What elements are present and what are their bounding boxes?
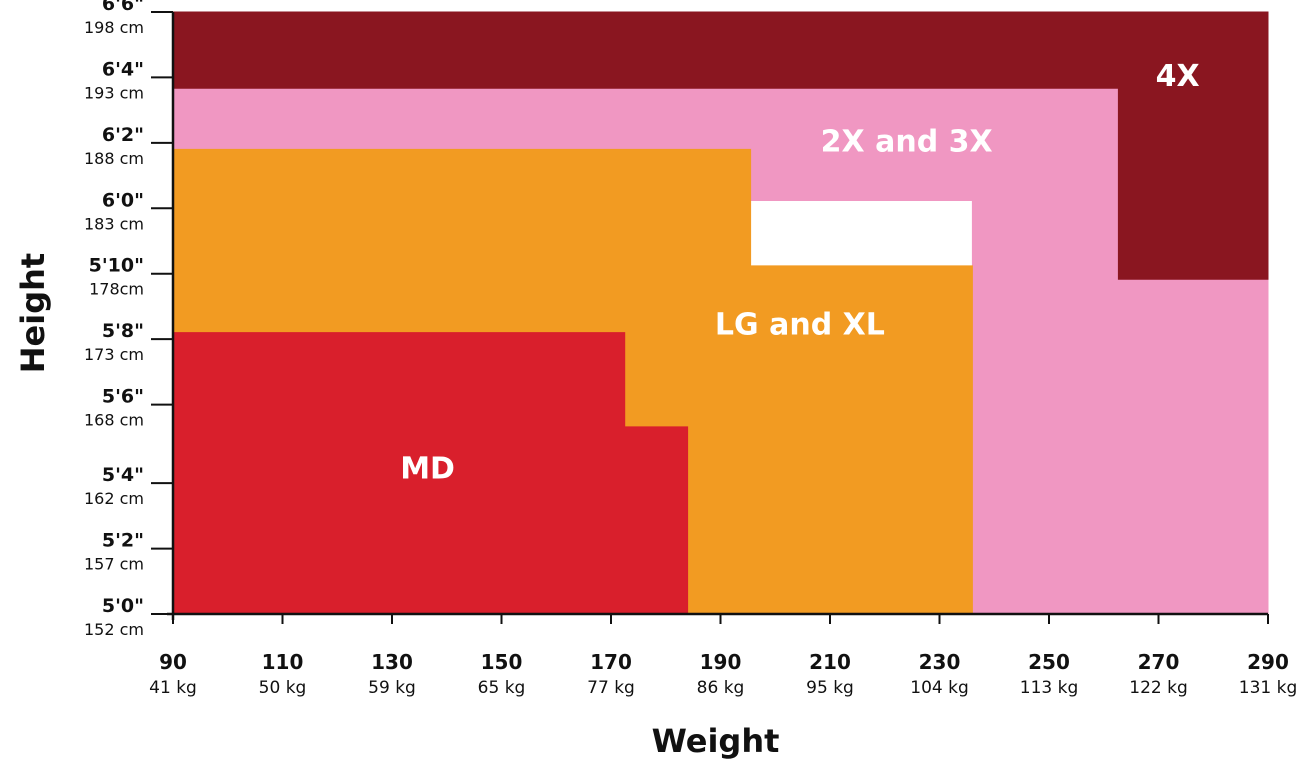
y-tick-sublabel: 183 cm [84,214,144,233]
y-tick-label: 5'2" [102,530,144,552]
y-tick-sublabel: 198 cm [84,18,144,37]
x-tick-sublabel: 113 kg [1020,678,1079,698]
y-tick-label: 6'4" [102,58,144,80]
x-tick-sublabel: 77 kg [587,678,635,698]
y-tick-sublabel: 178cm [89,280,144,299]
y-tick-label: 5'10" [89,255,144,277]
y-tick-sublabel: 162 cm [84,489,144,508]
region-label: 4X [1156,59,1200,94]
region-label: LG and XL [715,308,885,343]
x-tick-sublabel: 50 kg [259,678,307,698]
axes-layer: 90 41 kg 110 50 kg 130 59 kg 150 65 kg 170 77 kg 1… [14,0,1297,760]
regions-layer [172,11,1269,615]
y-tick-label: 6'0" [102,189,144,211]
y-tick-sublabel: 188 cm [84,149,144,168]
x-tick-sublabel: 65 kg [478,678,526,698]
x-tick-label: 130 [371,650,413,674]
x-tick-sublabel: 104 kg [910,678,969,698]
y-tick-label: 5'4" [102,464,144,486]
x-tick-label: 230 [919,650,961,674]
y-axis-title: Height [14,253,52,373]
x-tick-label: 110 [262,650,304,674]
y-tick-sublabel: 152 cm [84,620,144,639]
y-tick-sublabel: 168 cm [84,411,144,430]
x-axis-title: Weight [652,722,780,760]
x-tick-label: 90 [159,650,187,674]
x-tick-sublabel: 131 kg [1239,678,1298,698]
x-tick-sublabel: 86 kg [697,678,745,698]
region-label: MD [400,452,455,487]
x-tick-label: 290 [1247,650,1289,674]
y-tick-label: 5'0" [102,595,144,617]
x-tick-label: 170 [590,650,632,674]
x-tick-sublabel: 41 kg [149,678,197,698]
x-tick-sublabel: 122 kg [1129,678,1188,698]
labels-layer: 4X 2X and 3X LG and XL MD [400,59,1199,487]
y-tick-label: 5'6" [102,386,144,408]
y-tick-label: 6'6" [102,0,144,15]
x-tick-label: 150 [481,650,523,674]
x-tick-label: 270 [1138,650,1180,674]
x-tick-label: 190 [700,650,742,674]
x-tick-label: 250 [1028,650,1070,674]
x-tick-sublabel: 59 kg [368,678,416,698]
y-tick-label: 6'2" [102,124,144,146]
y-tick-sublabel: 173 cm [84,345,144,364]
region-label: 2X and 3X [821,124,993,159]
y-tick-label: 5'8" [102,320,144,342]
x-tick-sublabel: 95 kg [806,678,854,698]
x-tick-label: 210 [809,650,851,674]
y-tick-sublabel: 193 cm [84,83,144,102]
y-tick-sublabel: 157 cm [84,555,144,574]
